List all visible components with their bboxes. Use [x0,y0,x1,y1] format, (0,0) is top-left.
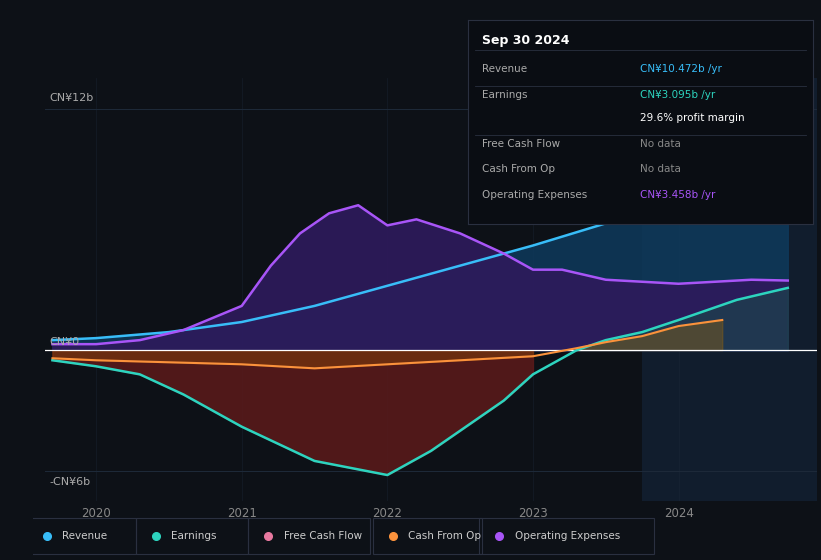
Text: Revenue: Revenue [62,531,108,541]
Text: Revenue: Revenue [482,64,527,74]
Text: Free Cash Flow: Free Cash Flow [482,139,560,150]
Text: Earnings: Earnings [172,531,217,541]
Text: CN¥10.472b /yr: CN¥10.472b /yr [640,64,722,74]
Text: Earnings: Earnings [482,90,527,100]
Text: CN¥0: CN¥0 [49,337,80,347]
Text: CN¥3.458b /yr: CN¥3.458b /yr [640,190,716,200]
Text: CN¥3.095b /yr: CN¥3.095b /yr [640,90,716,100]
Bar [642,78,817,501]
Text: Free Cash Flow: Free Cash Flow [284,531,362,541]
Text: Cash From Op: Cash From Op [409,531,481,541]
Text: CN¥12b: CN¥12b [49,92,94,102]
Text: Cash From Op: Cash From Op [482,164,555,174]
Text: No data: No data [640,164,681,174]
Text: 29.6% profit margin: 29.6% profit margin [640,113,745,123]
Text: No data: No data [640,139,681,150]
Text: Operating Expenses: Operating Expenses [482,190,587,200]
Text: Sep 30 2024: Sep 30 2024 [482,34,569,47]
Text: -CN¥6b: -CN¥6b [49,477,90,487]
Text: Operating Expenses: Operating Expenses [515,531,620,541]
